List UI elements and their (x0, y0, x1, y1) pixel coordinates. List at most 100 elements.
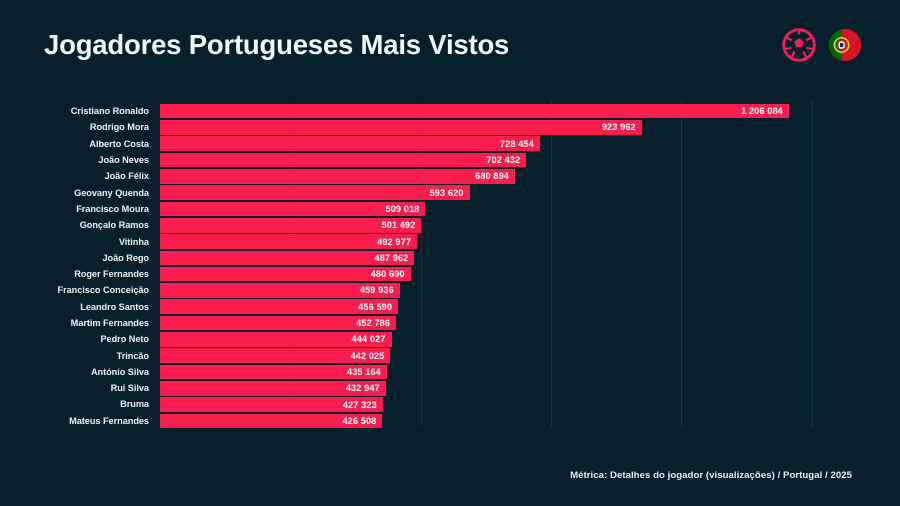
footer: Métrica: Detalhes do jogador (visualizaç… (0, 444, 900, 506)
bar-value-label: 427 323 (342, 399, 377, 410)
bar-row[interactable]: Mateus Fernandes 426 508 (0, 413, 900, 429)
bar-value-label: 452 786 (356, 318, 391, 329)
bar-value-label: 426 508 (342, 415, 377, 426)
bar-track: 509 018 (160, 201, 890, 217)
bar-row[interactable]: Rui Silva 432 947 (0, 380, 900, 396)
bar-value-label: 442 025 (350, 350, 385, 361)
bar[interactable]: 480 690 (160, 266, 411, 282)
bar-row[interactable]: João Neves 702 432 (0, 152, 900, 168)
bar-track: 444 027 (160, 331, 890, 347)
bar-track: 432 947 (160, 380, 890, 396)
bar[interactable]: 728 454 (160, 136, 540, 152)
bar[interactable]: 442 025 (160, 348, 391, 363)
bar-track: 702 432 (160, 152, 890, 168)
bar-row[interactable]: Roger Fernandes 480 690 (0, 266, 900, 282)
bar-track: 728 454 (160, 136, 890, 152)
bar-value-label: 492 977 (377, 236, 412, 247)
logo-group (782, 28, 862, 62)
bar[interactable]: 501 492 (160, 217, 422, 233)
bar-category-label: João Rego (102, 252, 149, 263)
bar-track: 442 025 (160, 347, 890, 363)
bar-value-label: 459 936 (359, 285, 394, 296)
bar-category-label: Rui Silva (110, 383, 149, 394)
bar[interactable]: 492 977 (160, 234, 418, 249)
bar-track: 459 936 (160, 282, 890, 298)
bar-track: 923 962 (160, 119, 890, 135)
bar-row[interactable]: Francisco Moura 509 018 (0, 201, 900, 217)
bar[interactable]: 426 508 (160, 413, 383, 429)
bar-category-label: Rodrigo Mora (89, 122, 149, 133)
bar[interactable]: 1 206 084 (160, 103, 789, 119)
bar-row[interactable]: Rodrigo Mora 923 962 (0, 119, 900, 135)
bar-value-label: 456 590 (358, 301, 393, 312)
bar-value-label: 680 894 (475, 171, 510, 182)
portugal-flag-icon (828, 28, 862, 62)
bar-category-label: António Silva (90, 366, 149, 377)
bar-row[interactable]: Francisco Conceição 459 936 (0, 282, 900, 298)
bar-row[interactable]: Geovany Quenda 593 620 (0, 184, 900, 200)
bar-track: 492 977 (160, 233, 890, 249)
bar-row[interactable]: Cristiano Ronaldo 1 206 084 (0, 103, 900, 119)
bar-category-label: Trincão (116, 350, 149, 361)
bar-value-label: 432 947 (345, 383, 380, 394)
bar-category-label: Geovany Quenda (74, 187, 149, 198)
bar-track: 487 962 (160, 250, 890, 266)
bar[interactable]: 487 962 (160, 250, 415, 266)
bar-category-label: Bruma (120, 399, 149, 410)
bar-row[interactable]: João Félix 680 894 (0, 168, 900, 184)
bar[interactable]: 509 018 (160, 201, 426, 217)
bar-row[interactable]: Bruma 427 323 (0, 396, 900, 412)
bar-value-label: 509 018 (385, 203, 420, 214)
bar-category-label: Martim Fernandes (70, 318, 149, 328)
bar-category-label: Roger Fernandes (74, 269, 149, 280)
bar-track: 456 590 (160, 299, 890, 315)
bar[interactable]: 593 620 (160, 185, 470, 200)
bar-category-label: Leandro Santos (80, 301, 149, 312)
bar-track: 1 206 084 (160, 103, 890, 119)
header: Jogadores Portugueses Mais Vistos (0, 0, 900, 90)
bar[interactable]: 923 962 (160, 120, 642, 135)
bar[interactable]: 456 590 (160, 299, 399, 315)
bar-row[interactable]: Trincão 442 025 (0, 347, 900, 363)
bar-value-label: 480 690 (370, 269, 405, 280)
bar-track: 452 786 (160, 315, 890, 331)
bar[interactable]: 452 786 (160, 315, 397, 331)
bar-category-label: Francisco Moura (76, 203, 149, 214)
bar-value-label: 923 962 (601, 122, 636, 133)
bar[interactable]: 435 164 (160, 364, 387, 380)
bar-value-label: 702 432 (486, 155, 521, 166)
bar-track: 593 620 (160, 184, 890, 200)
page-title: Jogadores Portugueses Mais Vistos (44, 29, 510, 60)
bar[interactable]: 432 947 (160, 380, 386, 396)
bar-chart: Cristiano Ronaldo 1 206 084 Rodrigo Mora 92… (0, 96, 900, 436)
bar-track: 480 690 (160, 266, 890, 282)
bar-row[interactable]: João Rego 487 962 (0, 250, 900, 266)
bar-category-label: João Neves (98, 155, 149, 166)
bar[interactable]: 702 432 (160, 152, 527, 168)
bar-row[interactable]: Martim Fernandes 452 786 (0, 315, 900, 331)
bar-track: 501 492 (160, 217, 890, 233)
bar-category-label: Cristiano Ronaldo (70, 106, 149, 117)
bar[interactable]: 427 323 (160, 397, 383, 412)
bar-value-label: 501 492 (381, 220, 416, 231)
bar-track: 680 894 (160, 168, 890, 184)
bar[interactable]: 459 936 (160, 283, 400, 298)
bar-row[interactable]: Vitinha 492 977 (0, 233, 900, 249)
bar-value-label: 487 962 (374, 252, 409, 263)
bar-value-label: 435 164 (346, 366, 381, 377)
bar-row[interactable]: Leandro Santos 456 590 (0, 299, 900, 315)
bar-track: 435 164 (160, 364, 890, 380)
bar-row[interactable]: António Silva 435 164 (0, 364, 900, 380)
bar-value-label: 593 620 (429, 187, 464, 198)
bar-category-label: João Félix (104, 171, 149, 182)
bar-row[interactable]: Alberto Costa 728 454 (0, 136, 900, 152)
bar-value-label: 728 454 (499, 138, 534, 149)
bar-category-label: Alberto Costa (89, 138, 149, 149)
bar-row[interactable]: Gonçalo Ramos 501 492 (0, 217, 900, 233)
bar-rows: Cristiano Ronaldo 1 206 084 Rodrigo Mora 92… (0, 103, 900, 429)
bar[interactable]: 444 027 (160, 332, 392, 347)
bar[interactable]: 680 894 (160, 169, 516, 184)
bar-row[interactable]: Pedro Neto 444 027 (0, 331, 900, 347)
bar-track: 426 508 (160, 413, 890, 429)
